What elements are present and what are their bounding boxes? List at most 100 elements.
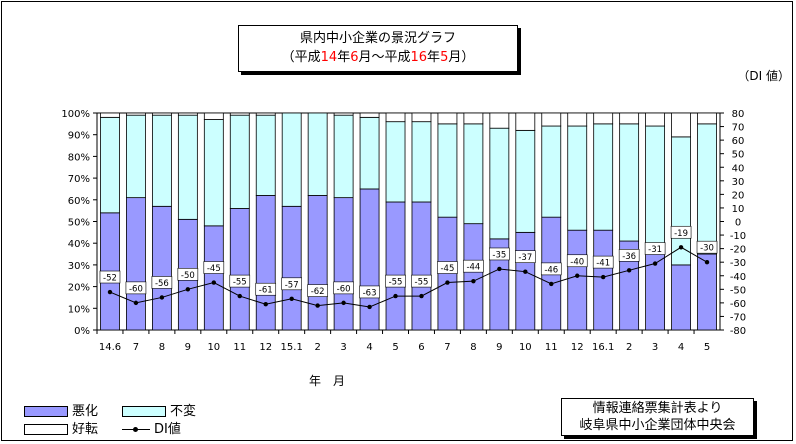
legend-swatch-unchanged [122, 406, 166, 417]
bar-good [463, 112, 484, 125]
bar-good [203, 112, 224, 120]
bar-good [567, 112, 588, 127]
di-point [133, 300, 139, 306]
x-tick-label: 2 [626, 342, 632, 353]
di-point [575, 273, 580, 278]
legend-item-good: 好転 [24, 421, 98, 439]
di-point [393, 293, 398, 299]
y-right-tick-label: 30 [732, 177, 745, 188]
y-right-tick-label: -20 [730, 245, 746, 256]
bar-unchanged [333, 114, 354, 199]
bar-bad [385, 201, 406, 331]
di-data-label-box [333, 281, 354, 295]
bar-unchanged [307, 112, 328, 196]
x-tick-label: 5 [704, 342, 710, 353]
di-data-label: -30 [700, 244, 714, 254]
di-data-label: -40 [570, 257, 584, 267]
y-right-tick-label: -60 [730, 299, 746, 310]
di-point [626, 268, 632, 273]
di-data-label: -50 [181, 271, 195, 281]
bar-unchanged [411, 121, 432, 203]
di-point [367, 304, 372, 310]
x-tick-label: 6 [418, 342, 424, 353]
di-point [600, 274, 606, 280]
y-right-tick-label: -70 [730, 312, 746, 323]
di-data-label: -44 [466, 263, 480, 273]
y-left-tick-label: 90% [68, 131, 90, 142]
x-tick-label: 11 [545, 342, 558, 353]
bar-bad [151, 205, 172, 331]
di-data-label: -57 [285, 280, 299, 290]
di-point [315, 303, 320, 308]
di-point [445, 280, 450, 285]
di-data-label-box [255, 282, 277, 296]
y-right-tick-label: 40 [732, 163, 745, 174]
di-point [678, 245, 684, 250]
di-data-label-box [437, 261, 458, 274]
di-data-label: -55 [415, 278, 429, 288]
x-tick-label: 9 [185, 342, 191, 353]
legend-item-bad: 悪化 [24, 403, 98, 421]
bar-good [697, 112, 717, 125]
di-axis-unit-label: （DI 値） [737, 68, 790, 83]
bar-unchanged [203, 119, 224, 227]
source-line-1: 情報連絡票集計表より [592, 401, 723, 416]
di-data-label: -62 [311, 287, 325, 297]
di-data-label-box [566, 254, 588, 268]
y-right-tick-label: 10 [732, 204, 745, 215]
di-point [549, 281, 554, 287]
bar-unchanged [255, 114, 276, 196]
di-data-label-box [307, 284, 328, 297]
bar-good [619, 112, 640, 125]
di-point [471, 278, 476, 284]
di-data-label-box [696, 240, 718, 254]
y-left-tick-label: 80% [68, 152, 90, 163]
bar-good [411, 112, 432, 123]
bar-bad [229, 208, 250, 331]
bar-unchanged [541, 125, 562, 218]
y-left-tick-label: 100% [61, 109, 90, 120]
di-point [107, 289, 113, 295]
di-data-label-box [411, 274, 432, 288]
x-tick-label: 7 [133, 342, 139, 353]
x-tick-label: 3 [652, 342, 658, 353]
bar-unchanged [645, 125, 666, 255]
y-right-tick-label: -80 [730, 326, 746, 337]
x-tick-label: 16.1 [592, 342, 614, 353]
di-data-label-box [177, 268, 199, 281]
di-data-label-box [229, 274, 251, 288]
di-data-label: -60 [337, 284, 351, 294]
bar-bad [463, 223, 484, 331]
bar-unchanged [463, 123, 484, 225]
y-left-tick-label: 70% [68, 174, 90, 185]
x-tick-label: 10 [207, 342, 220, 353]
di-data-label-box [99, 270, 121, 284]
bar-good [151, 112, 172, 116]
di-point [652, 261, 658, 266]
bar-unchanged [567, 125, 588, 231]
x-tick-label: 10 [519, 342, 532, 353]
x-tick-label: 12 [571, 342, 584, 353]
bar-bad [515, 231, 536, 331]
x-tick-label: 3 [340, 342, 346, 353]
x-tick-label: 8 [159, 342, 165, 353]
bar-unchanged [281, 112, 302, 207]
di-data-label: -61 [259, 286, 273, 296]
bar-bad [126, 197, 146, 331]
di-data-label: -55 [389, 278, 403, 288]
bar-unchanged [697, 123, 717, 255]
di-data-label: -60 [129, 284, 143, 294]
x-tick-label: 4 [366, 342, 372, 353]
di-data-label: -45 [440, 264, 454, 274]
bar-good [126, 112, 146, 116]
bar-unchanged [619, 123, 640, 242]
x-tick-label: 14.6 [99, 342, 121, 353]
bar-unchanged [229, 114, 250, 209]
di-data-label: -45 [207, 264, 221, 274]
bar-bad [411, 201, 432, 331]
bar-good [333, 112, 354, 116]
bar-good [645, 112, 666, 127]
bar-unchanged [177, 114, 198, 220]
di-data-label-box [203, 261, 225, 274]
di-data-label: -63 [363, 288, 377, 298]
